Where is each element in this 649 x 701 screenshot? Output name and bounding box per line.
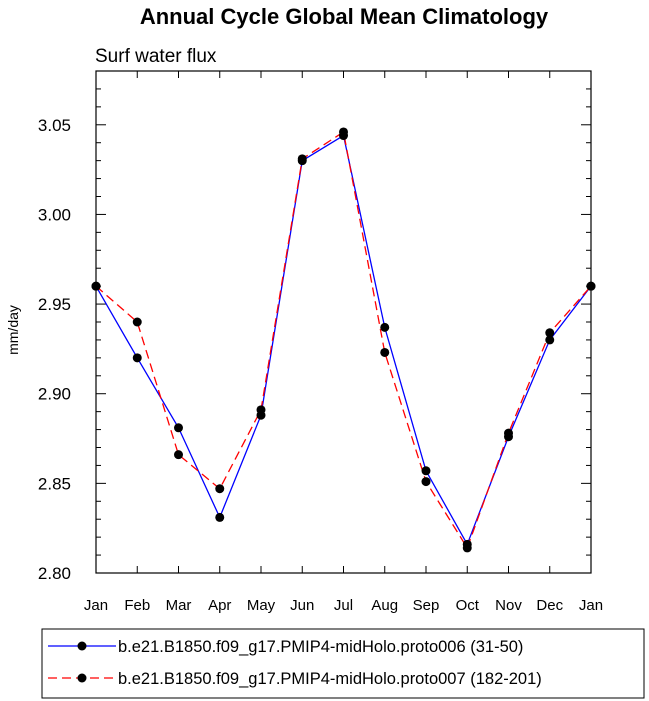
data-point-series-1 bbox=[545, 335, 555, 345]
x-tick-label: May bbox=[247, 597, 276, 614]
series-lines bbox=[95, 130, 592, 550]
x-tick-label: Jan bbox=[579, 597, 603, 614]
data-point-series-2 bbox=[504, 428, 513, 438]
data-point-series-2 bbox=[297, 154, 307, 164]
legend-box bbox=[41, 628, 645, 699]
legend-marker-series-2 bbox=[77, 673, 87, 683]
data-point-series-2 bbox=[132, 317, 142, 327]
y-tick-label: 3.05 bbox=[38, 116, 71, 135]
x-tick-label: Dec bbox=[536, 597, 563, 614]
x-tick-label: Mar bbox=[166, 597, 192, 614]
y-tick-label: 2.90 bbox=[38, 385, 71, 404]
x-tick-label: Oct bbox=[456, 597, 480, 614]
data-point-series-2 bbox=[421, 477, 431, 487]
y-axis-label: mm/day bbox=[5, 305, 21, 355]
chart-subtitle: Surf water flux bbox=[95, 46, 217, 67]
data-point-series-2 bbox=[545, 328, 555, 338]
x-tick-label: Jan bbox=[84, 597, 108, 614]
legend: b.e21.B1850.f09_g17.PMIP4-midHolo.proto0… bbox=[41, 628, 645, 699]
series-markers bbox=[91, 127, 596, 553]
x-tick-label: Jul bbox=[334, 597, 353, 614]
data-point-series-1 bbox=[421, 466, 431, 476]
x-tick-label: Jun bbox=[290, 597, 314, 614]
axis-ticks: Jan Feb Mar Apr May Jun Jul Aug Sep Oct Nov Dec Jan 2… bbox=[38, 70, 603, 614]
y-tick-label: 2.85 bbox=[38, 474, 71, 493]
x-tick-label: Feb bbox=[124, 597, 150, 614]
legend-label-series-1: b.e21.B1850.f09_g17.PMIP4-midHolo.proto0… bbox=[118, 638, 523, 656]
data-point-series-2 bbox=[339, 127, 348, 137]
data-point-series-2 bbox=[462, 543, 472, 553]
y-tick-label: 3.00 bbox=[38, 205, 71, 224]
data-point-series-1 bbox=[132, 353, 142, 363]
data-point-series-2 bbox=[174, 450, 183, 460]
data-point-series-2 bbox=[380, 347, 390, 357]
data-point-series-2 bbox=[256, 405, 266, 415]
series-line-1 bbox=[95, 134, 592, 546]
legend-marker-series-1 bbox=[77, 641, 87, 651]
data-point-series-1 bbox=[215, 512, 225, 522]
x-tick-label: Aug bbox=[371, 597, 398, 614]
series-line-2 bbox=[95, 130, 592, 550]
x-tick-label: Apr bbox=[208, 597, 231, 614]
data-point-series-2 bbox=[91, 281, 101, 291]
y-tick-label: 2.80 bbox=[38, 564, 71, 583]
data-point-series-1 bbox=[174, 423, 183, 433]
plot-frame bbox=[95, 70, 592, 574]
x-tick-label: Sep bbox=[413, 597, 440, 614]
data-point-series-2 bbox=[586, 281, 596, 291]
data-point-series-2 bbox=[215, 484, 225, 494]
chart-title: Annual Cycle Global Mean Climatology bbox=[140, 4, 549, 29]
legend-label-series-2: b.e21.B1850.f09_g17.PMIP4-midHolo.proto0… bbox=[118, 670, 542, 688]
y-tick-label: 2.95 bbox=[38, 295, 71, 314]
data-point-series-1 bbox=[380, 322, 390, 332]
x-tick-label: Nov bbox=[495, 597, 522, 614]
